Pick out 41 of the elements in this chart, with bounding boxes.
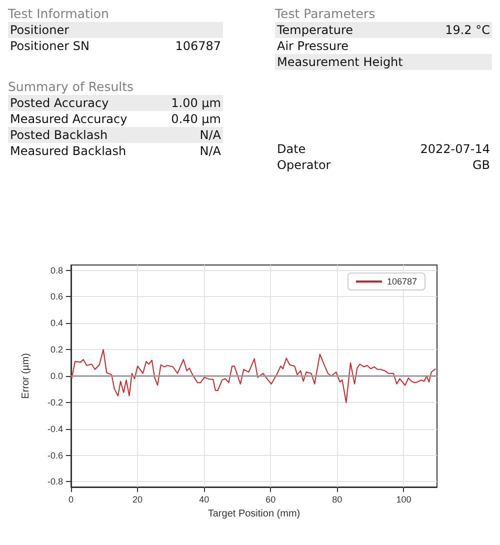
category-label: Operator xyxy=(277,157,331,173)
line-series xyxy=(71,349,436,403)
text: 2022-07-14 xyxy=(420,142,490,156)
category-label: Measurement Height xyxy=(277,54,403,70)
category-label: Date xyxy=(277,141,306,157)
x-tick-label: 0 xyxy=(68,494,74,504)
category-label: Positioner xyxy=(10,22,70,38)
y-tick-label: -0.2 xyxy=(47,397,63,408)
category-label: Air Pressure xyxy=(277,38,349,54)
text: GB xyxy=(472,158,490,172)
text: Test Parameters xyxy=(275,6,376,22)
y-tick-label: 0.4 xyxy=(50,318,63,328)
y-tick-label: 0.0 xyxy=(50,371,63,381)
y-tick-label: -0.4 xyxy=(47,424,63,434)
text: N/A xyxy=(200,128,221,142)
category-label: Measured Backlash xyxy=(10,143,126,159)
y-tick-label: 0.8 xyxy=(50,265,63,276)
text: 1.00 µm xyxy=(171,96,221,110)
category-label: Temperature xyxy=(277,22,354,38)
text: 106787 xyxy=(175,39,221,53)
text: 0.40 µm xyxy=(171,112,221,126)
category-label: Posted Accuracy xyxy=(10,95,109,111)
y-tick-label: 0.6 xyxy=(50,292,63,302)
x-tick-label: 20 xyxy=(132,494,143,504)
y-tick-label: -0.6 xyxy=(47,450,63,460)
x-axis-title: Target Position (mm) xyxy=(208,508,300,520)
category-label: Positioner SN xyxy=(10,38,90,54)
x-tick-label: 60 xyxy=(266,494,276,504)
category-label: Measured Accuracy xyxy=(10,111,128,127)
x-tick-label: 80 xyxy=(332,494,342,504)
category-label: Posted Backlash xyxy=(10,127,108,143)
text: Summary of Results xyxy=(8,79,135,95)
x-tick-label: 100 xyxy=(396,494,412,504)
y-axis-title: Error (µm) xyxy=(20,353,32,399)
text: N/A xyxy=(200,144,221,158)
y-tick-label: -0.8 xyxy=(47,476,63,487)
x-tick-label: 40 xyxy=(199,494,210,504)
legend-label: 106787 xyxy=(386,276,418,286)
text: 19.2 °C xyxy=(445,23,490,37)
y-tick-label: 0.2 xyxy=(50,344,63,355)
text: Test Information xyxy=(8,6,110,22)
